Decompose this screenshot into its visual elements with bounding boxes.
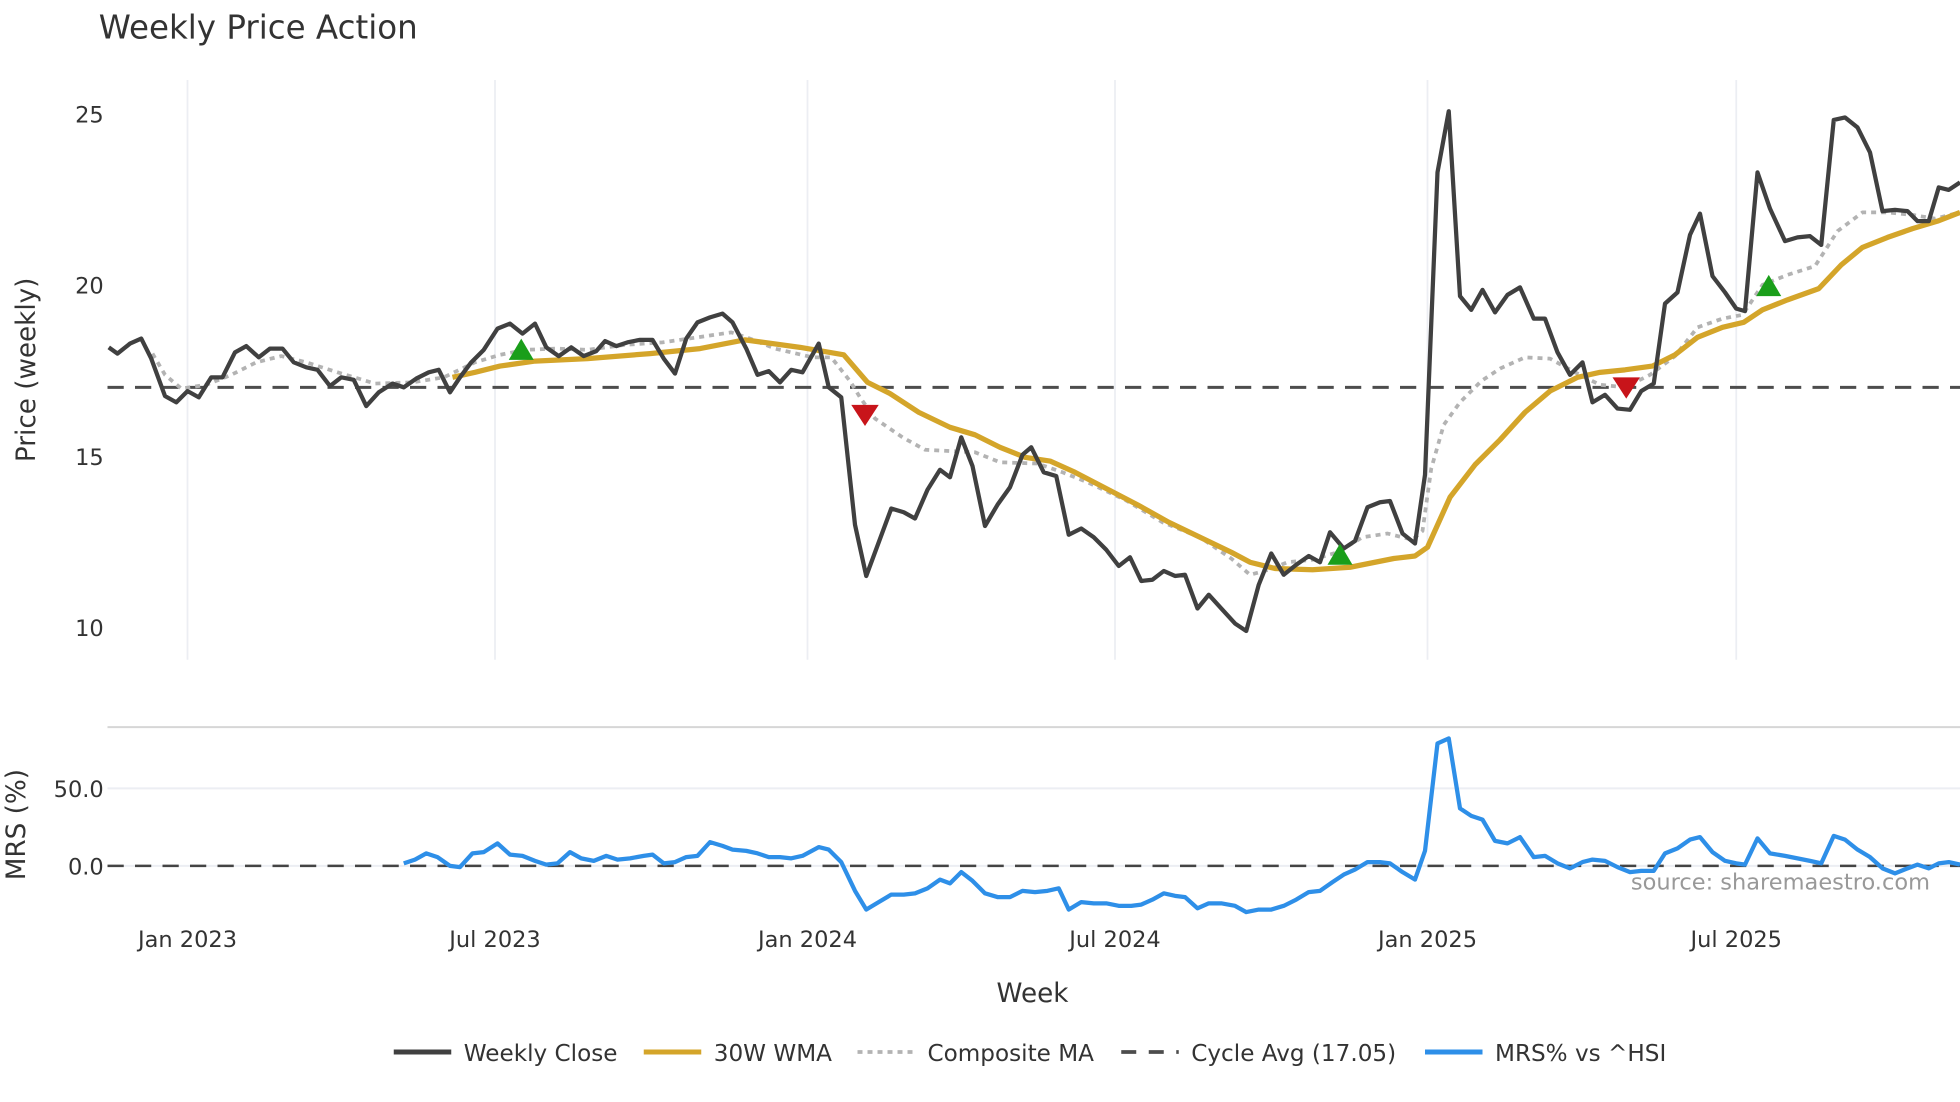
- legend-item-label: Cycle Avg (17.05): [1191, 1041, 1396, 1067]
- x-tick-label: Jul 2025: [1688, 927, 1782, 953]
- price-y-tick-label: 10: [75, 616, 104, 642]
- composite-ma-line: [150, 210, 1960, 577]
- legend: Weekly Close 30W WMA Composite MA Cycle Avg…: [393, 1041, 1666, 1067]
- x-tick-label: Jul 2024: [1067, 927, 1161, 953]
- sell-signal-triangle-icon: [1612, 377, 1640, 399]
- source-label: source: sharemaestro.com: [1631, 870, 1930, 896]
- x-tick-label: Jan 2025: [1376, 927, 1477, 953]
- buy-signal-triangle-icon: [1327, 543, 1353, 565]
- price-y-tick-label: 25: [75, 102, 104, 128]
- wma-30w-line: [451, 209, 1960, 573]
- weekly-close-line: [107, 109, 1960, 634]
- legend-item-label: Weekly Close: [464, 1041, 618, 1067]
- price-y-tick-label: 20: [75, 274, 104, 300]
- x-axis-title: Week: [997, 979, 1070, 1009]
- chart-title: Weekly Price Action: [99, 9, 418, 47]
- legend-item-label: MRS% vs ^HSI: [1495, 1041, 1666, 1067]
- mrs-vs-hsi-line: [403, 736, 1960, 915]
- legend-item-label: Composite MA: [928, 1041, 1095, 1067]
- price-vertical-gridlines: [186, 79, 1738, 660]
- legend-item-label: 30W WMA: [714, 1041, 832, 1067]
- buy-signal-triangle-icon: [508, 338, 534, 360]
- price-y-axis-title: Price (weekly): [12, 278, 42, 463]
- sell-signal-triangle-icon: [851, 404, 879, 427]
- mrs-y-tick-label: 50.0: [54, 777, 104, 803]
- x-tick-label: Jan 2023: [136, 927, 237, 953]
- x-axis-ticks: Jan 2023 Jul 2023 Jan 2024 Jul 2024 Jan 2025…: [136, 927, 1782, 953]
- mrs-y-axis-ticks: 50.0 0.0: [54, 777, 104, 880]
- x-tick-label: Jul 2023: [447, 927, 541, 953]
- mrs-horizontal-gridlines: [107, 787, 1960, 867]
- price-y-axis-ticks: 25 20 15 10: [75, 102, 104, 642]
- mrs-y-tick-label: 0.0: [68, 855, 104, 881]
- signal-markers: [508, 274, 1782, 565]
- price-y-tick-label: 15: [75, 445, 104, 471]
- x-tick-label: Jan 2024: [756, 927, 857, 953]
- mrs-y-axis-title: MRS (%): [2, 769, 32, 880]
- buy-signal-triangle-icon: [1756, 274, 1782, 297]
